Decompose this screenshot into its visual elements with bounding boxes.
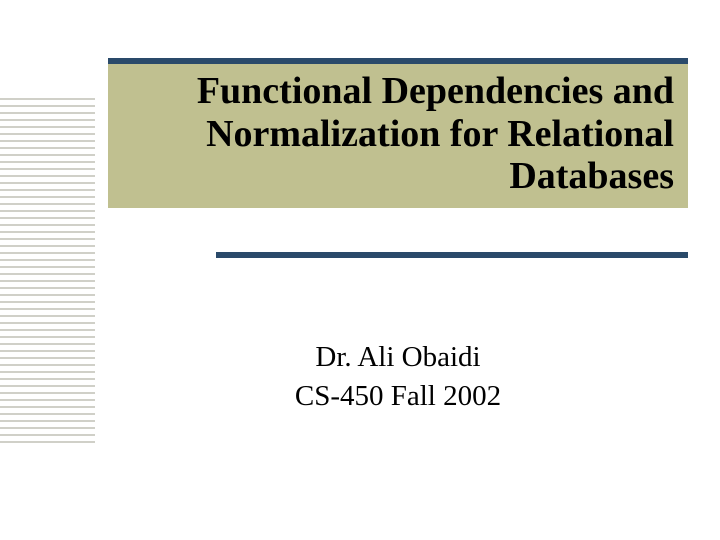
title-box: Functional Dependencies and Normalizatio…	[108, 64, 688, 208]
author-name: Dr. Ali Obaidi	[108, 338, 688, 377]
course-info: CS-450 Fall 2002	[108, 377, 688, 416]
slide-title: Functional Dependencies and Normalizatio…	[122, 70, 674, 198]
left-stripe-decoration	[0, 98, 95, 443]
title-bottom-rule	[216, 252, 688, 258]
author-block: Dr. Ali Obaidi CS-450 Fall 2002	[108, 338, 688, 416]
